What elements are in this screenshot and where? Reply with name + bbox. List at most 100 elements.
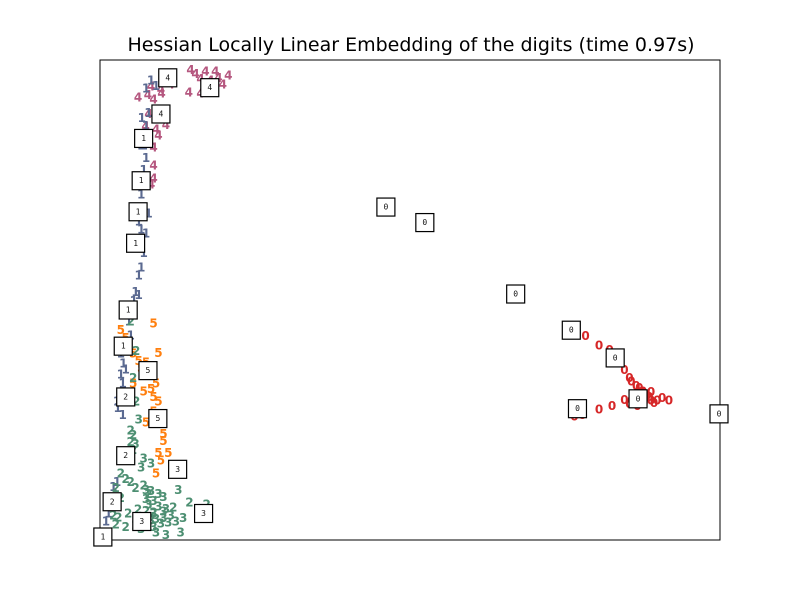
data-point-digit-0: 0 (627, 374, 635, 388)
data-point-digit-5: 5 (157, 453, 165, 467)
data-point-digit-2: 2 (131, 481, 139, 495)
data-point-digit-2: 2 (134, 503, 142, 517)
digit-thumbnail-0: 0 (628, 389, 648, 409)
digit-thumbnail-1: 1 (113, 336, 133, 356)
data-point-digit-4: 4 (214, 71, 222, 85)
data-point-digit-4: 4 (147, 178, 155, 192)
data-point-digit-4: 4 (186, 63, 194, 77)
thumbnail-digit-image: 0 (422, 218, 427, 227)
digit-thumbnail-3: 3 (132, 511, 152, 532)
thumbnail-digit-image: 4 (207, 83, 212, 92)
data-point-digit-4: 4 (185, 85, 193, 99)
thumbnail-frame (200, 78, 220, 98)
digit-thumbnail-1: 1 (118, 300, 138, 320)
data-point-digit-4: 4 (149, 92, 157, 106)
thumbnail-digit-image: 1 (136, 207, 141, 216)
thumbnail-digit-image: 0 (569, 326, 574, 335)
data-point-digit-0: 0 (647, 385, 655, 399)
data-point-digit-3: 3 (164, 515, 172, 529)
digit-thumbnail-3: 3 (193, 503, 214, 524)
thumbnail-frame (102, 492, 122, 512)
digit-thumbnail-4: 4 (158, 68, 178, 88)
data-point-digit-3: 3 (159, 490, 167, 504)
data-point-digit-5: 5 (149, 390, 157, 404)
data-point-digit-0: 0 (635, 381, 643, 395)
data-point-digit-2: 2 (126, 423, 134, 437)
data-point-digit-3: 3 (162, 528, 170, 542)
thumbnail-frame (709, 404, 729, 424)
data-point-digit-5: 5 (117, 323, 125, 337)
data-point-digit-1: 1 (102, 514, 110, 528)
data-point-digit-4: 4 (154, 129, 162, 143)
digit-thumbnail-4: 4 (151, 104, 171, 124)
data-point-digit-1: 1 (147, 74, 155, 88)
thumbnail-frame (193, 503, 214, 524)
data-point-digit-0: 0 (620, 363, 628, 377)
thumbnail-digit-image: 1 (139, 176, 144, 185)
data-point-digit-4: 4 (141, 120, 149, 134)
data-point-digit-3: 3 (157, 516, 165, 530)
data-point-digit-1: 1 (126, 328, 134, 342)
digit-thumbnail-5: 5 (138, 361, 158, 381)
data-point-digit-4: 4 (147, 80, 155, 94)
data-point-digit-2: 2 (132, 344, 140, 358)
digit-thumbnail-1: 1 (131, 171, 151, 191)
data-point-digit-4: 4 (201, 65, 209, 79)
thumbnail-frame (113, 336, 133, 356)
data-point-digit-3: 3 (144, 498, 152, 512)
data-point-digit-4: 4 (152, 123, 160, 137)
data-point-digit-3: 3 (179, 511, 187, 525)
thumbnail-digit-image: 4 (159, 110, 164, 119)
data-point-digit-2: 2 (144, 487, 152, 501)
data-point-digit-4: 4 (191, 67, 199, 81)
digit-thumbnail-0: 0 (506, 284, 526, 304)
data-point-digit-4: 4 (144, 88, 152, 102)
data-point-digit-3: 3 (147, 484, 155, 498)
thumbnail-digit-image: 5 (155, 414, 160, 423)
thumbnail-frame (628, 389, 648, 409)
digit-thumbnail-1: 1 (126, 233, 146, 253)
data-point-digit-3: 3 (142, 483, 150, 497)
data-point-digit-1: 1 (139, 163, 147, 177)
data-point-digit-1: 1 (118, 376, 126, 390)
data-point-digit-5: 5 (164, 446, 172, 460)
thumbnail-digit-image: 3 (139, 517, 144, 526)
data-point-digit-3: 3 (167, 508, 175, 522)
thumbnail-frame (118, 300, 138, 320)
data-point-digit-3: 3 (174, 483, 182, 497)
digit-thumbnail-4: 4 (200, 78, 220, 98)
data-point-digit-1: 1 (144, 106, 152, 120)
data-point-digit-1: 1 (142, 119, 150, 133)
data-point-digit-1: 1 (118, 408, 126, 422)
data-point-digit-1: 1 (109, 480, 117, 494)
data-point-digit-1: 1 (137, 223, 145, 237)
thumbnail-digit-image: 0 (575, 404, 580, 413)
thumbnail-digit-image: 2 (123, 451, 128, 460)
digit-thumbnail-0: 0 (415, 212, 435, 233)
data-point-digit-2: 2 (139, 478, 147, 492)
digit-thumbnail-0: 0 (567, 399, 588, 419)
data-point-digit-5: 5 (149, 317, 157, 331)
thumbnail-digit-image: 1 (141, 134, 146, 143)
thumbnail-frame (561, 320, 581, 340)
data-point-digit-2: 2 (112, 517, 120, 531)
data-point-digit-1: 1 (138, 111, 146, 125)
data-point-digit-5: 5 (142, 415, 150, 429)
data-point-digit-3: 3 (149, 520, 157, 534)
data-point-digit-2: 2 (185, 496, 193, 510)
data-point-digit-0: 0 (647, 394, 655, 408)
data-point-digit-2: 2 (124, 507, 132, 521)
data-point-digit-0: 0 (620, 393, 628, 407)
data-point-digit-0: 0 (595, 403, 603, 417)
data-point-digit-1: 1 (125, 315, 133, 329)
data-point-digit-0: 0 (625, 371, 633, 385)
data-point-digit-4: 4 (134, 91, 142, 105)
data-point-digit-1: 1 (137, 261, 145, 275)
data-point-digit-3: 3 (139, 452, 147, 466)
data-point-digit-2: 2 (117, 467, 125, 481)
thumbnail-digit-image: 0 (613, 353, 618, 362)
thumbnail-frame (605, 348, 625, 368)
thumbnail-digit-image: 3 (175, 465, 180, 474)
data-point-digit-3: 3 (149, 507, 157, 521)
